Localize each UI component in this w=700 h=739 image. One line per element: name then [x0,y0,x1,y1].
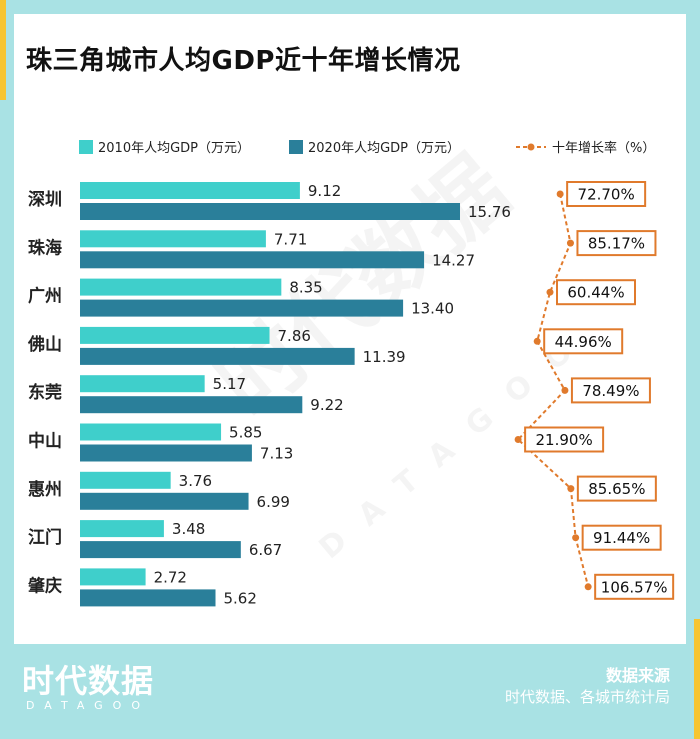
value-label-2010: 3.48 [172,520,205,538]
growth-point [556,190,564,198]
growth-label-box [581,524,662,551]
growth-label: 85.65% [588,480,645,498]
growth-label-box [556,279,637,306]
value-label-2020: 6.67 [249,541,282,559]
category-label: 广州 [28,286,62,307]
category-label: 深圳 [28,189,62,210]
value-label-2010: 5.85 [229,424,262,442]
accent-stripe-top [0,0,6,100]
source-label: 数据来源 [605,666,670,685]
value-label-2020: 15.76 [468,203,511,221]
category-label: 东莞 [28,382,62,403]
growth-label: 78.49% [582,382,639,400]
growth-point [584,583,592,591]
bar-2010 [80,520,164,538]
bar-2020 [80,444,252,462]
bar-2010 [80,423,222,441]
chart-title: 珠三角城市人均GDP近十年增长情况 [26,46,461,76]
category-label: 中山 [28,431,62,452]
value-label-2010: 3.76 [179,472,212,490]
brand-logo: 时代数据 [22,662,155,700]
value-label-2020: 14.27 [432,251,475,269]
value-label-2020: 7.13 [260,445,293,463]
value-label-2010: 9.12 [308,182,341,200]
bar-2010 [80,375,205,393]
value-label-2020: 11.39 [363,348,406,366]
bar-2020 [80,589,216,607]
legend-label-2010: 2010年人均GDP（万元） [98,141,250,156]
value-label-2010: 7.86 [278,327,311,345]
accent-stripe-bottom [694,619,700,739]
value-label-2010: 8.35 [289,279,322,297]
bar-2010 [80,230,266,248]
category-label: 肇庆 [28,575,62,596]
value-label-2010: 5.17 [213,375,246,393]
growth-label-box [594,573,675,600]
category-label: 江门 [28,527,62,548]
value-label-2020: 5.62 [224,589,257,607]
growth-label-box [576,230,657,257]
bar-2020 [80,251,425,269]
bar-2020 [80,396,303,414]
growth-label-box [524,426,605,453]
bar-2020 [80,299,404,317]
value-label-2020: 9.22 [310,396,343,414]
bar-2010 [80,471,171,489]
growth-label-box [566,181,647,207]
growth-label: 91.44% [593,529,650,547]
growth-point [546,288,554,296]
value-label-2020: 13.40 [411,300,454,318]
brand-subtitle: DATAGOO [26,699,150,712]
legend-swatch-2020 [289,140,303,154]
value-label-2010: 7.71 [274,230,307,248]
value-label-2010: 2.72 [154,568,187,586]
growth-point [572,534,580,542]
growth-label: 44.96% [555,333,612,351]
bar-2010 [80,182,300,199]
category-label: 惠州 [28,479,62,500]
bar-2010 [80,568,146,586]
growth-label-box [543,328,624,355]
bar-2020 [80,203,460,220]
category-label: 佛山 [27,334,62,355]
growth-label-box [570,377,651,404]
bar-2010 [80,326,270,344]
growth-point [561,386,569,394]
legend-label-growth: 十年增长率（%） [552,140,655,156]
value-label-2020: 6.99 [257,493,290,511]
growth-point [566,239,574,247]
bar-2020 [80,492,249,510]
legend-label-2020: 2020年人均GDP（万元） [308,141,460,156]
source-text: 时代数据、各城市统计局 [504,688,670,706]
growth-label: 21.90% [536,431,593,449]
growth-label: 60.44% [567,284,624,302]
growth-label: 72.70% [578,186,635,204]
growth-label: 85.17% [588,235,645,253]
bar-2020 [80,347,355,365]
bar-2010 [80,278,282,296]
legend-marker-growth [527,143,535,151]
category-label: 珠海 [28,237,62,258]
growth-point [533,337,541,345]
growth-point [514,436,522,443]
growth-point [567,485,575,493]
growth-label-box [576,475,657,502]
bar-2020 [80,541,241,559]
growth-label: 106.57% [601,578,668,596]
legend-swatch-2010 [79,140,93,154]
